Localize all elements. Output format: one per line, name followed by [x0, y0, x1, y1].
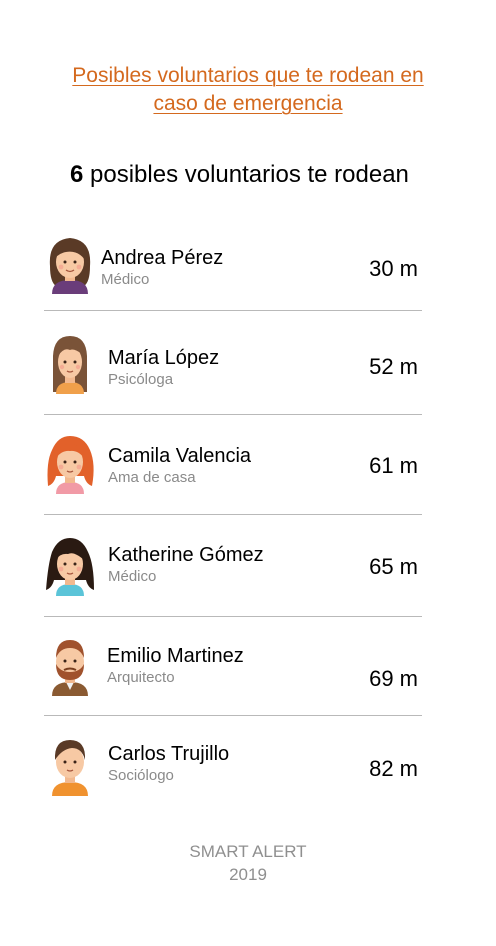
- page-title-line-1[interactable]: Posibles voluntarios que te rodean en: [72, 64, 424, 87]
- woman-black-hair-icon: [44, 534, 96, 596]
- volunteer-name: Katherine Gómez: [108, 544, 264, 566]
- volunteer-role: Sociólogo: [108, 767, 174, 784]
- man-orange-shirt-icon: [44, 734, 96, 796]
- volunteer-name: Emilio Martinez: [107, 645, 244, 667]
- volunteer-role: Médico: [101, 271, 150, 288]
- volunteer-name: María López: [108, 347, 220, 369]
- divider: [44, 616, 422, 617]
- volunteer-role: Médico: [108, 568, 157, 585]
- list-item[interactable]: Katherine Gómez Médico 65 m: [44, 530, 422, 614]
- divider: [44, 715, 422, 716]
- volunteer-count-summary: 6 posibles voluntarios te rodean: [70, 160, 409, 190]
- volunteer-count-text: posibles voluntarios te rodean: [90, 161, 409, 188]
- man-beard-icon: [44, 634, 96, 696]
- volunteer-role: Ama de casa: [108, 469, 196, 486]
- volunteer-name: Andrea Pérez: [101, 247, 224, 269]
- divider: [44, 414, 422, 415]
- list-item[interactable]: Camila Valencia Ama de casa 61 m: [44, 430, 422, 510]
- volunteer-name: Carlos Trujillo: [108, 743, 230, 765]
- list-item[interactable]: María López Psicóloga 52 m: [44, 330, 422, 410]
- volunteer-distance: 61 m: [369, 453, 418, 478]
- volunteer-role: Psicóloga: [108, 371, 174, 388]
- list-item[interactable]: Emilio Martinez Arquitecto 69 m: [44, 632, 422, 714]
- volunteer-role: Arquitecto: [107, 669, 175, 686]
- volunteer-distance: 30 m: [369, 256, 418, 281]
- volunteer-name: Camila Valencia: [108, 445, 252, 467]
- volunteer-distance: 69 m: [369, 666, 418, 691]
- woman-long-brown-hair-icon: [44, 332, 96, 394]
- list-item[interactable]: Andrea Pérez Médico 30 m: [44, 230, 422, 310]
- volunteer-distance: 65 m: [369, 554, 418, 579]
- footer-brand: SMART ALERT: [189, 842, 307, 861]
- volunteer-distance: 52 m: [369, 354, 418, 379]
- footer-year: 2019: [229, 865, 267, 884]
- divider: [44, 310, 422, 311]
- woman-brown-hair-icon: [44, 232, 96, 294]
- page-title[interactable]: Posibles voluntarios que te rodean en ca…: [0, 62, 496, 118]
- divider: [44, 514, 422, 515]
- list-item[interactable]: Carlos Trujillo Sociólogo 82 m: [44, 732, 422, 802]
- page-title-line-2[interactable]: caso de emergencia: [153, 92, 343, 115]
- woman-red-hair-icon: [44, 432, 96, 494]
- volunteer-distance: 82 m: [369, 756, 418, 781]
- volunteer-count: 6: [70, 161, 84, 188]
